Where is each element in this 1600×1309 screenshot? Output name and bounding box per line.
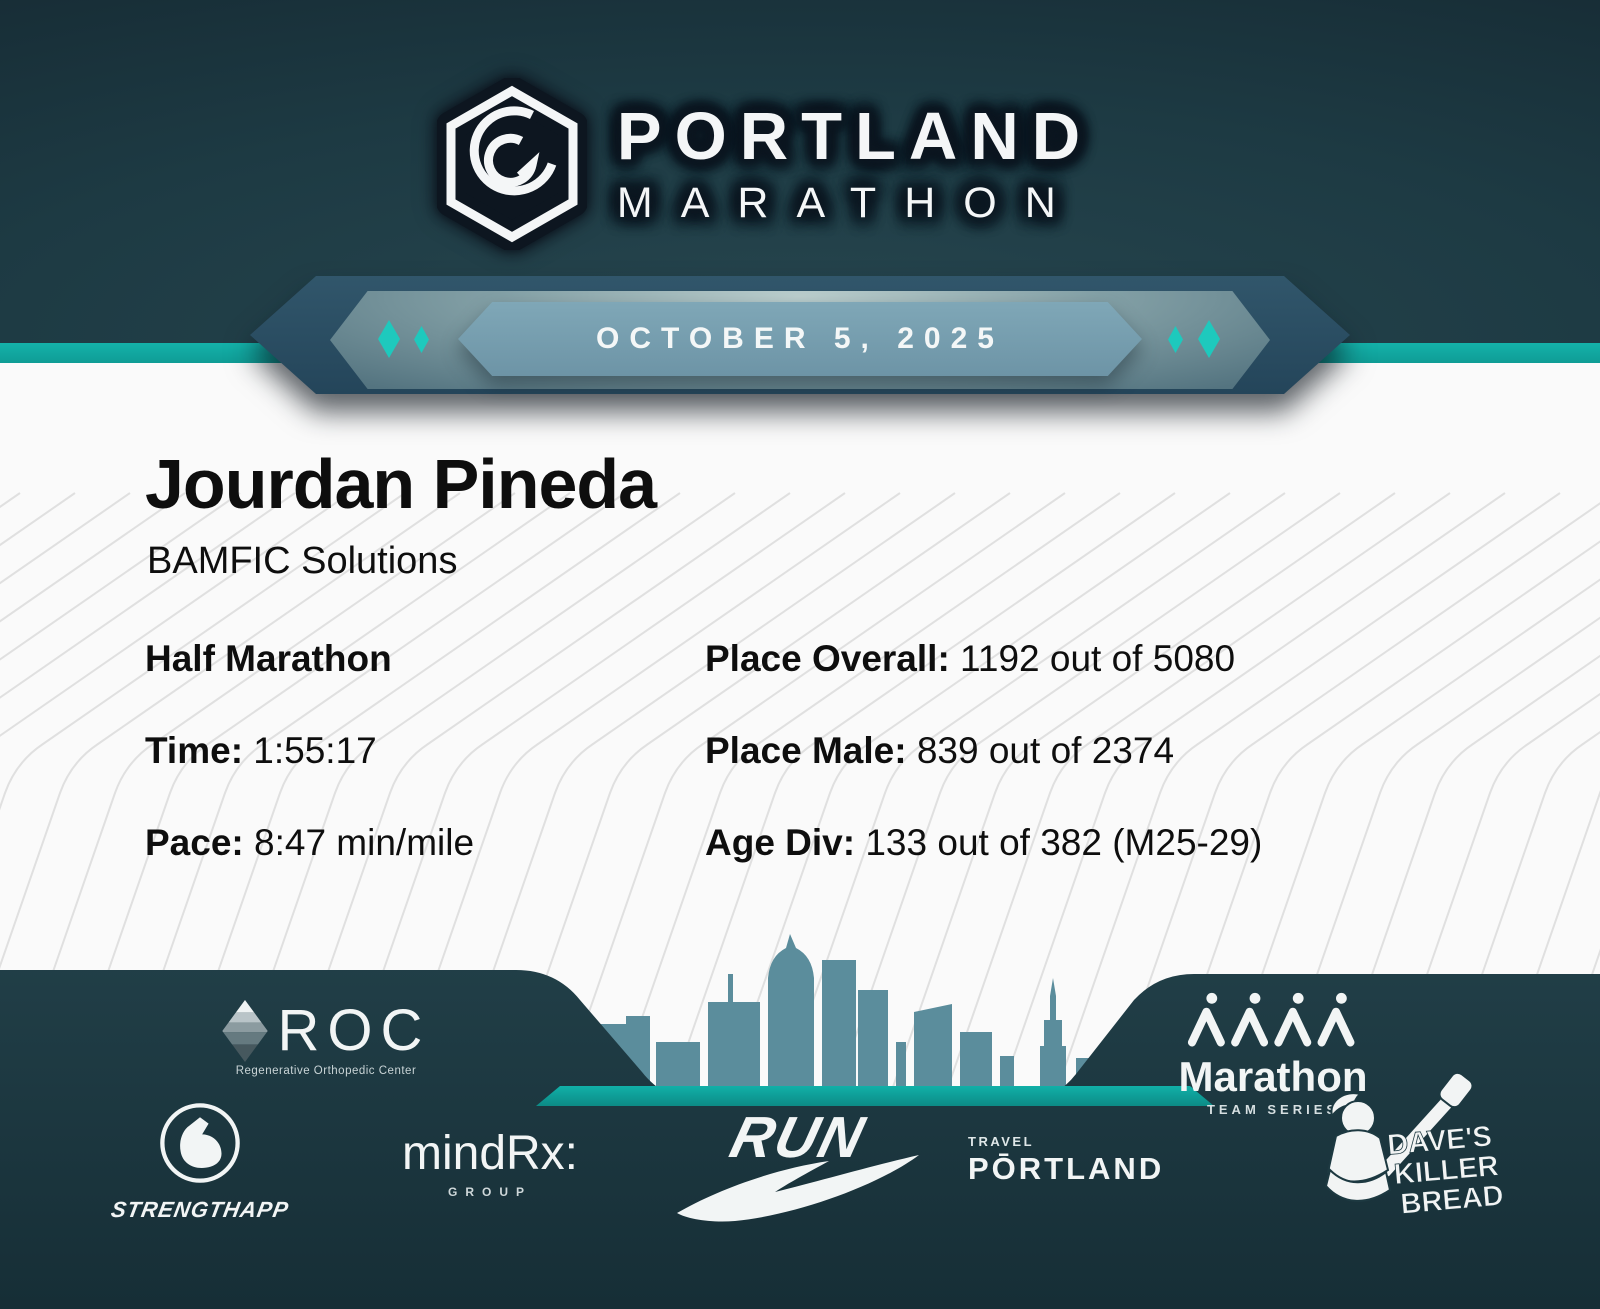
- footer-artwork: [0, 934, 1600, 1309]
- stat-place-overall: Place Overall: 1192 out of 5080: [705, 638, 1235, 680]
- stat-place-male: Place Male: 839 out of 2374: [705, 730, 1174, 772]
- stat-time-label: Time:: [145, 730, 244, 771]
- roc-name: ROC: [277, 998, 431, 1063]
- sponsor-marathon-team-series-logo: Marathon TEAM SERIES: [1158, 990, 1388, 1117]
- portland-marathon-hexagon-icon: [436, 78, 587, 250]
- date-badge: OCTOBER 5, 2025: [458, 302, 1142, 376]
- mindrx-sub: GROUP: [447, 1185, 532, 1199]
- travel-portland-top: TRAVEL: [968, 1134, 1035, 1149]
- portland-marathon-logo: PORTLAND MARATHON: [0, 78, 1530, 250]
- banner-diamond-icon: [1198, 320, 1220, 358]
- race-type: Half Marathon: [145, 638, 392, 679]
- stat-time: Time: 1:55:17: [145, 730, 377, 772]
- banner-diamond-icon: [414, 326, 429, 353]
- runner-name: Jourdan Pineda: [145, 445, 657, 523]
- stat-pace-label: Pace:: [145, 822, 244, 863]
- banner-diamond-icon: [378, 320, 400, 358]
- stat-place-overall-label: Place Overall:: [705, 638, 950, 679]
- logo-wordmark-portland: PORTLAND: [616, 99, 1094, 174]
- sponsor-strengthapp-logo: STRENGTHAPP: [90, 1100, 310, 1223]
- date-badge-shape: OCTOBER 5, 2025: [458, 302, 1142, 376]
- footer-dark-shape: [0, 970, 1600, 1309]
- mindrx-name: mindRx:: [401, 1127, 579, 1180]
- stat-pace-value: 8:47 min/mile: [254, 822, 475, 863]
- sponsor-roc-logo: ROC Regenerative Orthopedic Center: [196, 1000, 456, 1077]
- event-date: OCTOBER 5, 2025: [596, 322, 1004, 355]
- strengthapp-name: STRENGTHAPP: [109, 1197, 291, 1222]
- skyline-teal-bar: [536, 1086, 1214, 1106]
- daves-killer-bread-figure-icon: DAVE'S KILLER BREAD: [1324, 1071, 1505, 1221]
- sponsor-travel-portland-logo: TRAVEL PŌRTLAND: [968, 1134, 1198, 1187]
- chevron-background-pattern: [0, 492, 1600, 1113]
- roc-diamond-icon: [221, 1000, 268, 1062]
- stat-age-division-value: 133 out of 382 (M25-29): [865, 822, 1263, 863]
- sponsor-mindrx-logo: mindRx: GROUP: [360, 1126, 620, 1199]
- stat-age-division-label: Age Div:: [705, 822, 856, 863]
- nike-swoosh-icon: [677, 1155, 919, 1222]
- sponsor-daves-killer-bread-logo: DAVE'S KILLER BREAD: [1302, 1071, 1522, 1277]
- stat-time-value: 1:55:17: [253, 730, 377, 771]
- banner-diamond-icon: [1168, 326, 1183, 353]
- travel-portland-name: PŌRTLAND: [968, 1151, 1165, 1186]
- marathon-series-runners-icon: [1187, 992, 1355, 1047]
- dkb-line3: BREAD: [1399, 1180, 1505, 1221]
- stat-age-division: Age Div: 133 out of 382 (M25-29): [705, 822, 1262, 864]
- runner-team: BAMFIC Solutions: [147, 540, 458, 582]
- strengthapp-bicep-icon: [160, 1103, 240, 1183]
- stat-place-male-label: Place Male:: [705, 730, 907, 771]
- marathon-series-name: Marathon: [1178, 1053, 1368, 1100]
- sponsor-nike-run-logo: RUN: [668, 1104, 928, 1238]
- logo-wordmark-marathon: MARATHON: [616, 179, 1084, 227]
- roc-caption: Regenerative Orthopedic Center: [235, 1065, 417, 1077]
- stat-place-male-value: 839 out of 2374: [916, 730, 1175, 771]
- stat-place-overall-value: 1192 out of 5080: [960, 638, 1236, 679]
- stat-pace: Pace: 8:47 min/mile: [145, 822, 474, 864]
- marathon-series-sub: TEAM SERIES: [1206, 1102, 1340, 1117]
- nike-run-name: RUN: [724, 1105, 872, 1170]
- logo-wordmark: PORTLAND MARATHON: [617, 100, 1093, 228]
